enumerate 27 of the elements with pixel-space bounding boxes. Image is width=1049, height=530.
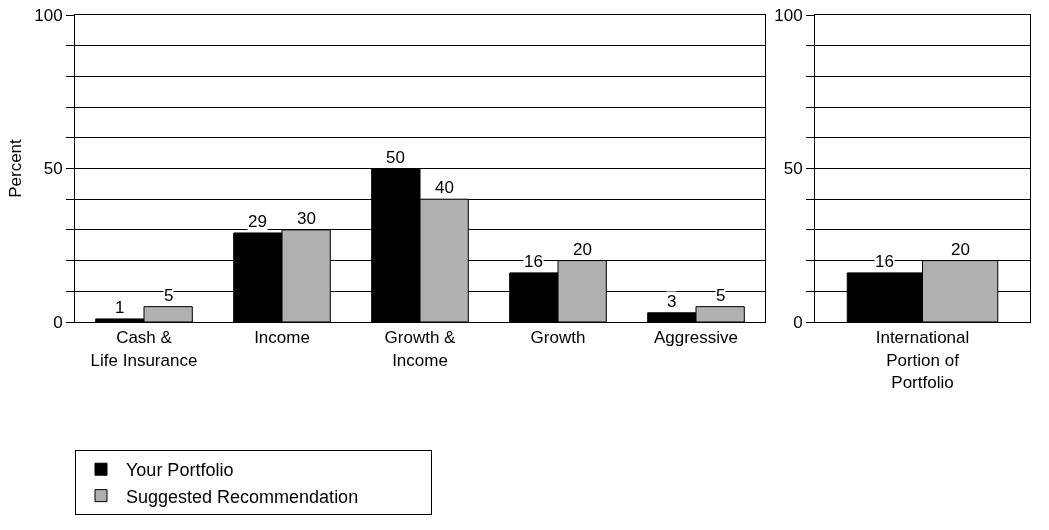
legend-label: Your Portfolio xyxy=(126,460,234,481)
data-label: 16 xyxy=(524,252,543,271)
y-tick-label: 50 xyxy=(783,159,803,179)
legend-label: Suggested Recommendation xyxy=(126,486,359,507)
y-tick-label: 0 xyxy=(793,312,803,332)
data-label: 16 xyxy=(875,252,894,271)
data-label: 5 xyxy=(716,286,726,305)
data-label: 5 xyxy=(164,286,174,305)
y-tick-label: 100 xyxy=(34,5,63,25)
x-tick-label: Growth xyxy=(530,328,586,348)
y-tick-label: 100 xyxy=(774,5,803,25)
data-label: 50 xyxy=(386,148,405,167)
data-label: 20 xyxy=(573,240,592,259)
y-tick-label: 50 xyxy=(43,159,63,179)
y-axis-title: Percent xyxy=(5,138,25,198)
data-label: 20 xyxy=(951,240,970,259)
x-tick-label: International Portion of Portfolio xyxy=(875,328,970,392)
data-label: 29 xyxy=(248,212,267,231)
x-tick-label: Aggressive xyxy=(653,328,739,348)
data-label: 30 xyxy=(297,209,316,228)
data-label: 3 xyxy=(667,292,677,311)
data-label: 40 xyxy=(435,178,454,197)
data-label: 1 xyxy=(115,298,125,317)
x-tick-label: Growth & Income xyxy=(384,328,457,370)
y-tick-label: 0 xyxy=(53,312,63,332)
x-tick-label: Cash & Life Insurance xyxy=(90,328,198,370)
x-tick-label: Income xyxy=(254,328,310,348)
